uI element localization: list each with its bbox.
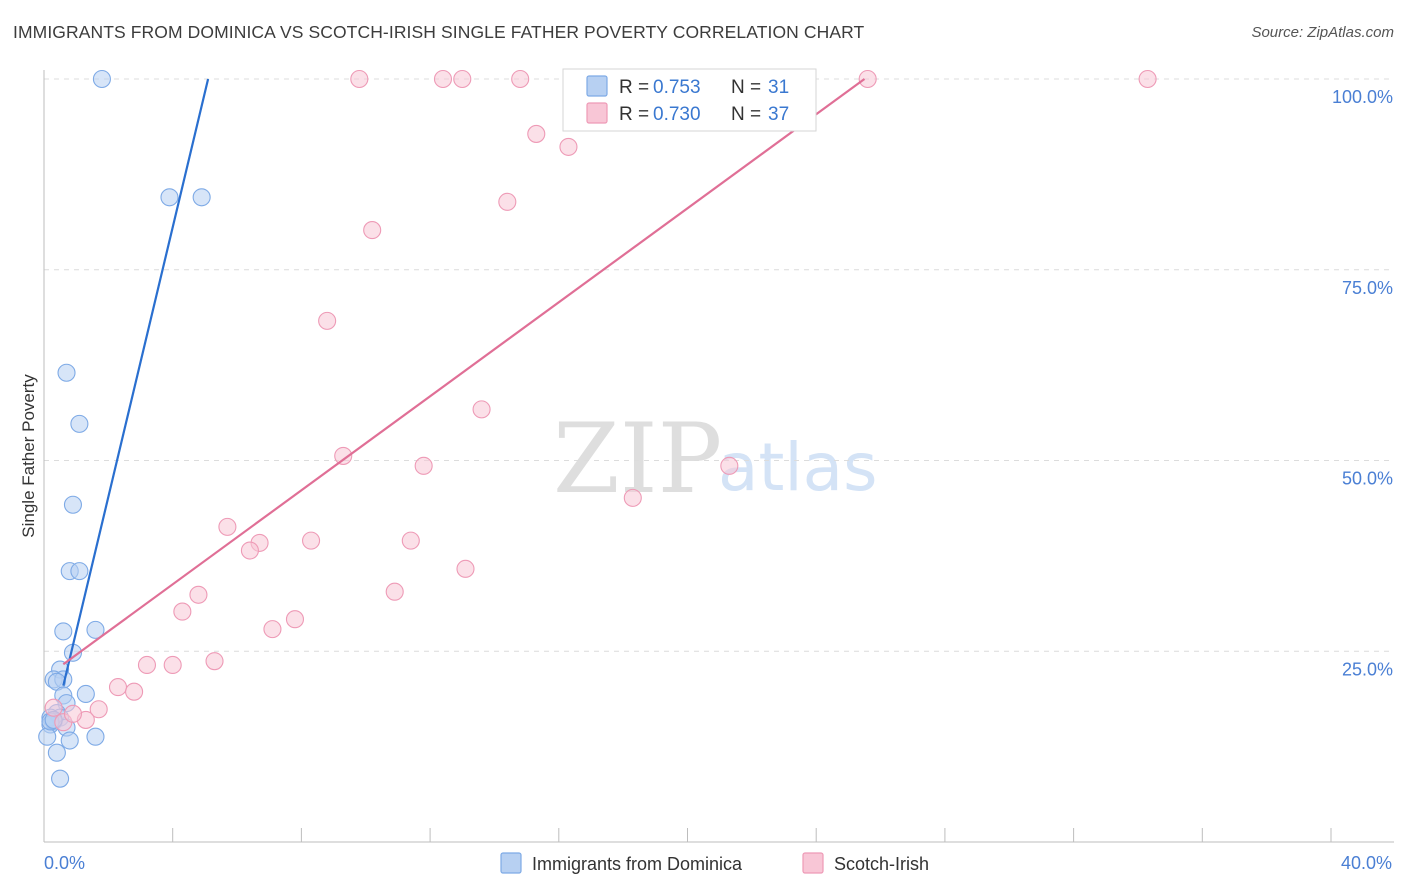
data-point [160,188,179,207]
y-tick-label: 25.0% [1342,659,1393,679]
source-label: Source: ZipAtlas.com [1251,24,1394,41]
data-point [527,124,546,143]
data-point [858,69,877,89]
data-point [401,531,420,550]
legend-r-label-scotch-irish: R = [619,104,649,125]
watermark-atlas: atlas [718,429,878,506]
data-point [363,221,382,240]
data-point [433,69,453,89]
trend-line-dominica [62,78,210,686]
data-point [623,488,642,507]
bottom-legend-swatch-dominica [500,852,522,874]
data-point [453,69,472,89]
legend-swatch-scotch-irish [586,102,608,124]
data-point [263,620,282,639]
x-tick-label-max: 40.0% [1341,853,1392,873]
legend-swatch-dominica [586,75,608,97]
data-point [86,620,105,639]
data-point [1138,69,1157,89]
grid-lines [44,78,1394,652]
trend-lines [62,78,866,686]
data-point [302,531,321,550]
data-point [456,559,475,578]
data-point [86,727,105,746]
data-point [163,655,182,675]
data-point [57,363,76,382]
data-point [192,188,211,207]
x-tick-marks [43,828,1332,842]
data-point [47,743,66,762]
data-point [720,456,739,475]
data-point [173,602,192,621]
correlation-legend: R = 0.753 N = 31 R = 0.730 N = 37 [562,68,817,132]
chart-title: IMMIGRANTS FROM DOMINICA VS SCOTCH-IRISH… [13,22,865,42]
y-tick-label: 50.0% [1342,469,1393,489]
data-point [414,456,433,475]
data-point [70,562,89,581]
bottom-legend-label-scotch-irish: Scotch-Irish [834,854,929,874]
legend-n-label-scotch-irish: N = [731,104,761,125]
series-legend: Immigrants from Dominica Scotch-Irish [500,852,929,874]
series-scotch-irish-points [44,69,1157,732]
bottom-legend-label-dominica: Immigrants from Dominica [532,854,743,874]
data-point [472,400,491,419]
trend-line-scotch-irish [62,78,866,666]
legend-n-value-scotch-irish: 37 [768,104,789,125]
data-point [350,69,369,89]
bottom-legend-swatch-scotch-irish [802,852,824,874]
data-point [125,682,144,701]
data-point [44,698,63,717]
data-point [318,311,337,330]
y-tick-label: 75.0% [1342,278,1393,298]
data-point [76,684,95,704]
data-point [89,700,108,719]
legend-n-value-dominica: 31 [768,77,789,98]
data-point [51,769,70,788]
data-point [218,517,237,536]
data-point [70,414,89,433]
data-point [63,704,83,723]
data-point [385,582,404,601]
data-point [63,495,83,514]
data-point [189,585,208,604]
y-axis-label: Single Father Poverty [19,374,38,538]
x-tick-label-min: 0.0% [44,853,85,873]
data-point [54,622,73,641]
legend-r-value-scotch-irish: 0.730 [653,104,701,125]
data-point [285,610,305,629]
data-point [38,727,57,746]
data-point [108,678,128,697]
data-point [92,69,111,89]
y-tick-labels: 25.0% 50.0% 75.0% 100.0% [1332,87,1393,679]
data-point [511,69,530,89]
y-tick-label: 100.0% [1332,87,1393,107]
data-point [498,192,517,211]
data-point [240,541,259,560]
data-point [559,137,578,156]
data-point [334,446,353,465]
legend-r-value-dominica: 0.753 [653,77,701,98]
data-point [137,655,157,675]
data-point [60,731,79,750]
legend-r-label-dominica: R = [619,77,649,98]
data-point [205,652,224,671]
legend-n-label-dominica: N = [731,77,761,98]
